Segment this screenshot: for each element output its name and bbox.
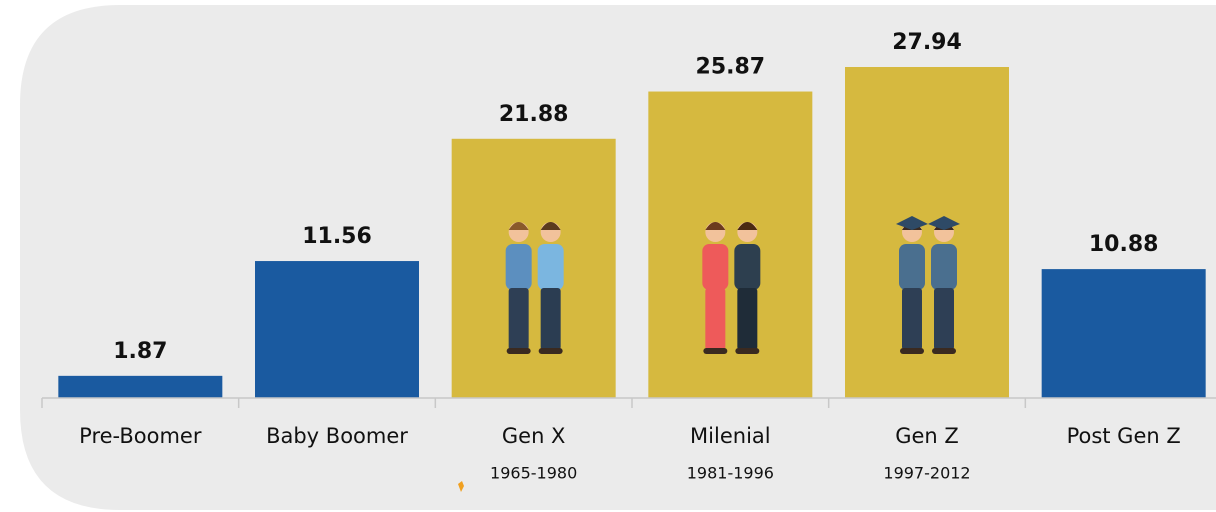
bar bbox=[845, 67, 1009, 398]
icon-shoes bbox=[735, 348, 759, 354]
icon-legs bbox=[934, 288, 954, 350]
icon-body bbox=[734, 244, 760, 290]
icon-shoes bbox=[507, 348, 531, 354]
value-label: 21.88 bbox=[499, 102, 569, 127]
x-tick-label: Gen X bbox=[502, 424, 566, 448]
value-label: 1.87 bbox=[113, 339, 167, 364]
icon-legs bbox=[737, 288, 757, 350]
x-tick-label: Post Gen Z bbox=[1067, 424, 1181, 448]
icon-legs bbox=[541, 288, 561, 350]
x-tick-label: Gen Z bbox=[895, 424, 959, 448]
x-tick-label: Baby Boomer bbox=[266, 424, 408, 448]
value-label: 10.88 bbox=[1089, 232, 1159, 257]
bar bbox=[1042, 269, 1206, 398]
icon-legs bbox=[509, 288, 529, 350]
x-sub-label: 1965-1980 bbox=[490, 464, 577, 483]
icon-legs bbox=[902, 288, 922, 350]
icon-shoes bbox=[703, 348, 727, 354]
icon-body bbox=[506, 244, 532, 290]
x-sub-label: 1981-1996 bbox=[687, 464, 774, 483]
icon-legs bbox=[705, 288, 725, 350]
icon-body bbox=[931, 244, 957, 290]
icon-shoes bbox=[900, 348, 924, 354]
x-tick-label: Pre-Boomer bbox=[79, 424, 202, 448]
bar bbox=[452, 139, 616, 398]
chart: 1.87 Pre-Boomer 11.56 Baby Boomer 21.88 Gen X… bbox=[0, 0, 1216, 512]
icon-body bbox=[538, 244, 564, 290]
icon-shoes bbox=[539, 348, 563, 354]
bar bbox=[648, 92, 812, 398]
icon-body bbox=[899, 244, 925, 290]
bar bbox=[58, 376, 222, 398]
bar bbox=[255, 261, 419, 398]
x-sub-label: 1997-2012 bbox=[883, 464, 970, 483]
icon-shoes bbox=[932, 348, 956, 354]
icon-body bbox=[702, 244, 728, 290]
value-label: 25.87 bbox=[696, 55, 766, 80]
x-tick-label: Milenial bbox=[690, 424, 771, 448]
value-label: 11.56 bbox=[302, 224, 372, 249]
value-label: 27.94 bbox=[892, 30, 962, 55]
